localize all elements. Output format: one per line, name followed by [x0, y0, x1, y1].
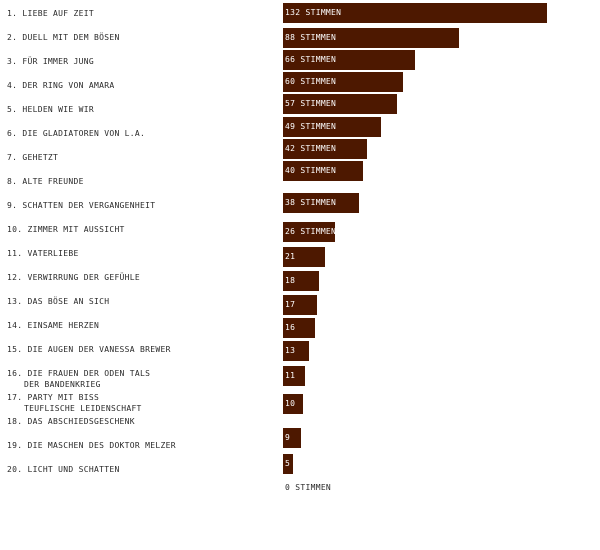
- value-label: 18: [285, 276, 296, 285]
- category-label: 14. Einsame Herzen: [7, 320, 99, 331]
- bar: [283, 428, 301, 448]
- value-label: 49 Stimmen: [285, 122, 337, 131]
- category-title: 18. Das Abschiedsgeschenk: [7, 417, 135, 426]
- category-title: 12. Verwirrung der Gefühle: [7, 273, 141, 282]
- category-title: 8. Alte Freunde: [7, 177, 84, 186]
- bar: [283, 161, 363, 181]
- value-label: 16: [285, 323, 296, 332]
- value-label: 10: [285, 399, 296, 408]
- bar: [283, 94, 397, 114]
- category-label: 15. Die Augen der Vanessa Brewer: [7, 344, 171, 355]
- bar: [283, 295, 317, 315]
- value-label: 17: [285, 300, 296, 309]
- value-label: 13: [285, 346, 296, 355]
- category-title-line2: Der Bandenkrieg: [24, 380, 101, 389]
- bar: [283, 28, 459, 48]
- bar: [283, 117, 381, 137]
- category-title: 11. Vaterliebe: [7, 249, 79, 258]
- category-title: 10. Zimmer mit Aussicht: [7, 225, 125, 234]
- category-label: 8. Alte Freunde: [7, 176, 84, 187]
- category-title: 2. Duell mit dem Bösen: [7, 33, 120, 42]
- value-label: 40 Stimmen: [285, 166, 337, 175]
- bar: [283, 247, 325, 267]
- bar: [283, 222, 335, 242]
- value-label: 5: [285, 459, 291, 468]
- category-label: 13. Das Böse an sich: [7, 296, 109, 307]
- category-title: 14. Einsame Herzen: [7, 321, 100, 330]
- category-label: 10. Zimmer mit Aussicht: [7, 224, 125, 235]
- category-label: 17. Party mit Biss Teuflische Leidenschaf…: [7, 392, 142, 414]
- value-label: 26 Stimmen: [285, 227, 337, 236]
- bar: [283, 193, 359, 213]
- category-label: 1. Liebe auf Zeit: [7, 8, 94, 19]
- category-title-line2: Teuflische Leidenschaft: [24, 404, 142, 413]
- bar: [283, 271, 319, 291]
- bar: [283, 50, 415, 70]
- category-title: 5. Helden wie wir: [7, 105, 94, 114]
- value-label: 60 Stimmen: [285, 77, 337, 86]
- category-title: 4. Der Ring von Amara: [7, 81, 115, 90]
- category-title: 7. Gehetzt: [7, 153, 59, 162]
- category-label: 3. Für immer jung: [7, 56, 94, 67]
- value-label: 38 Stimmen: [285, 198, 337, 207]
- category-label: 12. Verwirrung der Gefühle: [7, 272, 140, 283]
- bar: [283, 366, 305, 386]
- category-label: 19. Die Maschen des Doktor Melzer: [7, 440, 176, 451]
- category-label: 4. Der Ring von Amara: [7, 80, 114, 91]
- category-title: 13. Das Böse an sich: [7, 297, 110, 306]
- value-label: 0 Stimmen: [285, 483, 332, 492]
- category-title: 9. Schatten der Vergangenheit: [7, 201, 156, 210]
- value-label: 132 Stimmen: [285, 8, 342, 17]
- category-title: 19. Die Maschen des Doktor Melzer: [7, 441, 176, 450]
- category-label: 18. Das Abschiedsgeschenk: [7, 416, 135, 427]
- value-label: 11: [285, 371, 296, 380]
- category-title: 3. Für immer jung: [7, 57, 94, 66]
- category-title: 1. Liebe auf Zeit: [7, 9, 94, 18]
- bar: [283, 394, 303, 414]
- value-label: 21: [285, 252, 296, 261]
- bar: [283, 3, 547, 23]
- category-title: 6. Die Gladiatoren von L.A.: [7, 129, 146, 138]
- category-label: 6. Die Gladiatoren von L.A.: [7, 128, 145, 139]
- bar: [283, 139, 367, 159]
- category-label: 7. Gehetzt: [7, 152, 58, 163]
- value-label: 42 Stimmen: [285, 144, 337, 153]
- category-label: 20. Licht und Schatten: [7, 464, 120, 475]
- category-label: 11. Vaterliebe: [7, 248, 79, 259]
- bar: [283, 454, 293, 474]
- value-label: 9: [285, 433, 291, 442]
- category-label: 5. Helden wie wir: [7, 104, 94, 115]
- category-label: 16. Die Frauen der Oden Tals Der Bandenkr…: [7, 368, 150, 390]
- value-label: 66 Stimmen: [285, 55, 337, 64]
- bar: [283, 341, 309, 361]
- category-title: 15. Die Augen der Vanessa Brewer: [7, 345, 171, 354]
- bar: [283, 318, 315, 338]
- category-title: 20. Licht und Schatten: [7, 465, 120, 474]
- bar: [283, 72, 403, 92]
- category-title: 17. Party mit Biss: [7, 393, 100, 402]
- value-label: 88 Stimmen: [285, 33, 337, 42]
- value-label: 57 Stimmen: [285, 99, 337, 108]
- category-label: 2. Duell mit dem Bösen: [7, 32, 120, 43]
- category-label: 9. Schatten der Vergangenheit: [7, 200, 155, 211]
- category-title: 16. Die Frauen der Oden Tals: [7, 369, 151, 378]
